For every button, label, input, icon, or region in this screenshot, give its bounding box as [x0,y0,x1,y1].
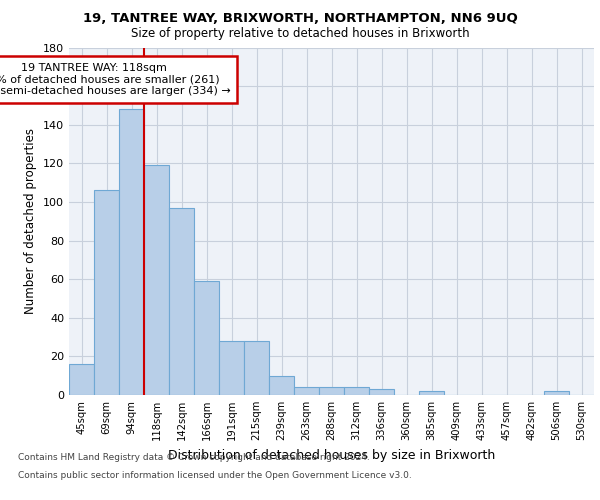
X-axis label: Distribution of detached houses by size in Brixworth: Distribution of detached houses by size … [168,448,495,462]
Text: Contains public sector information licensed under the Open Government Licence v3: Contains public sector information licen… [18,471,412,480]
Bar [544,391,569,395]
Text: Size of property relative to detached houses in Brixworth: Size of property relative to detached ho… [131,28,469,40]
Text: 19 TANTREE WAY: 118sqm
← 44% of detached houses are smaller (261)
56% of semi-de: 19 TANTREE WAY: 118sqm ← 44% of detached… [0,63,230,96]
Bar [94,190,119,395]
Bar [244,341,269,395]
Text: Contains HM Land Registry data © Crown copyright and database right 2024.: Contains HM Land Registry data © Crown c… [18,454,370,462]
Bar [369,389,394,395]
Bar [119,110,144,395]
Bar [144,166,169,395]
Bar [169,208,194,395]
Bar [319,388,344,395]
Bar [69,364,94,395]
Bar [419,391,444,395]
Bar [219,341,244,395]
Y-axis label: Number of detached properties: Number of detached properties [25,128,37,314]
Text: 19, TANTREE WAY, BRIXWORTH, NORTHAMPTON, NN6 9UQ: 19, TANTREE WAY, BRIXWORTH, NORTHAMPTON,… [83,12,517,26]
Bar [269,376,294,395]
Bar [194,281,219,395]
Bar [344,388,369,395]
Bar [294,388,319,395]
